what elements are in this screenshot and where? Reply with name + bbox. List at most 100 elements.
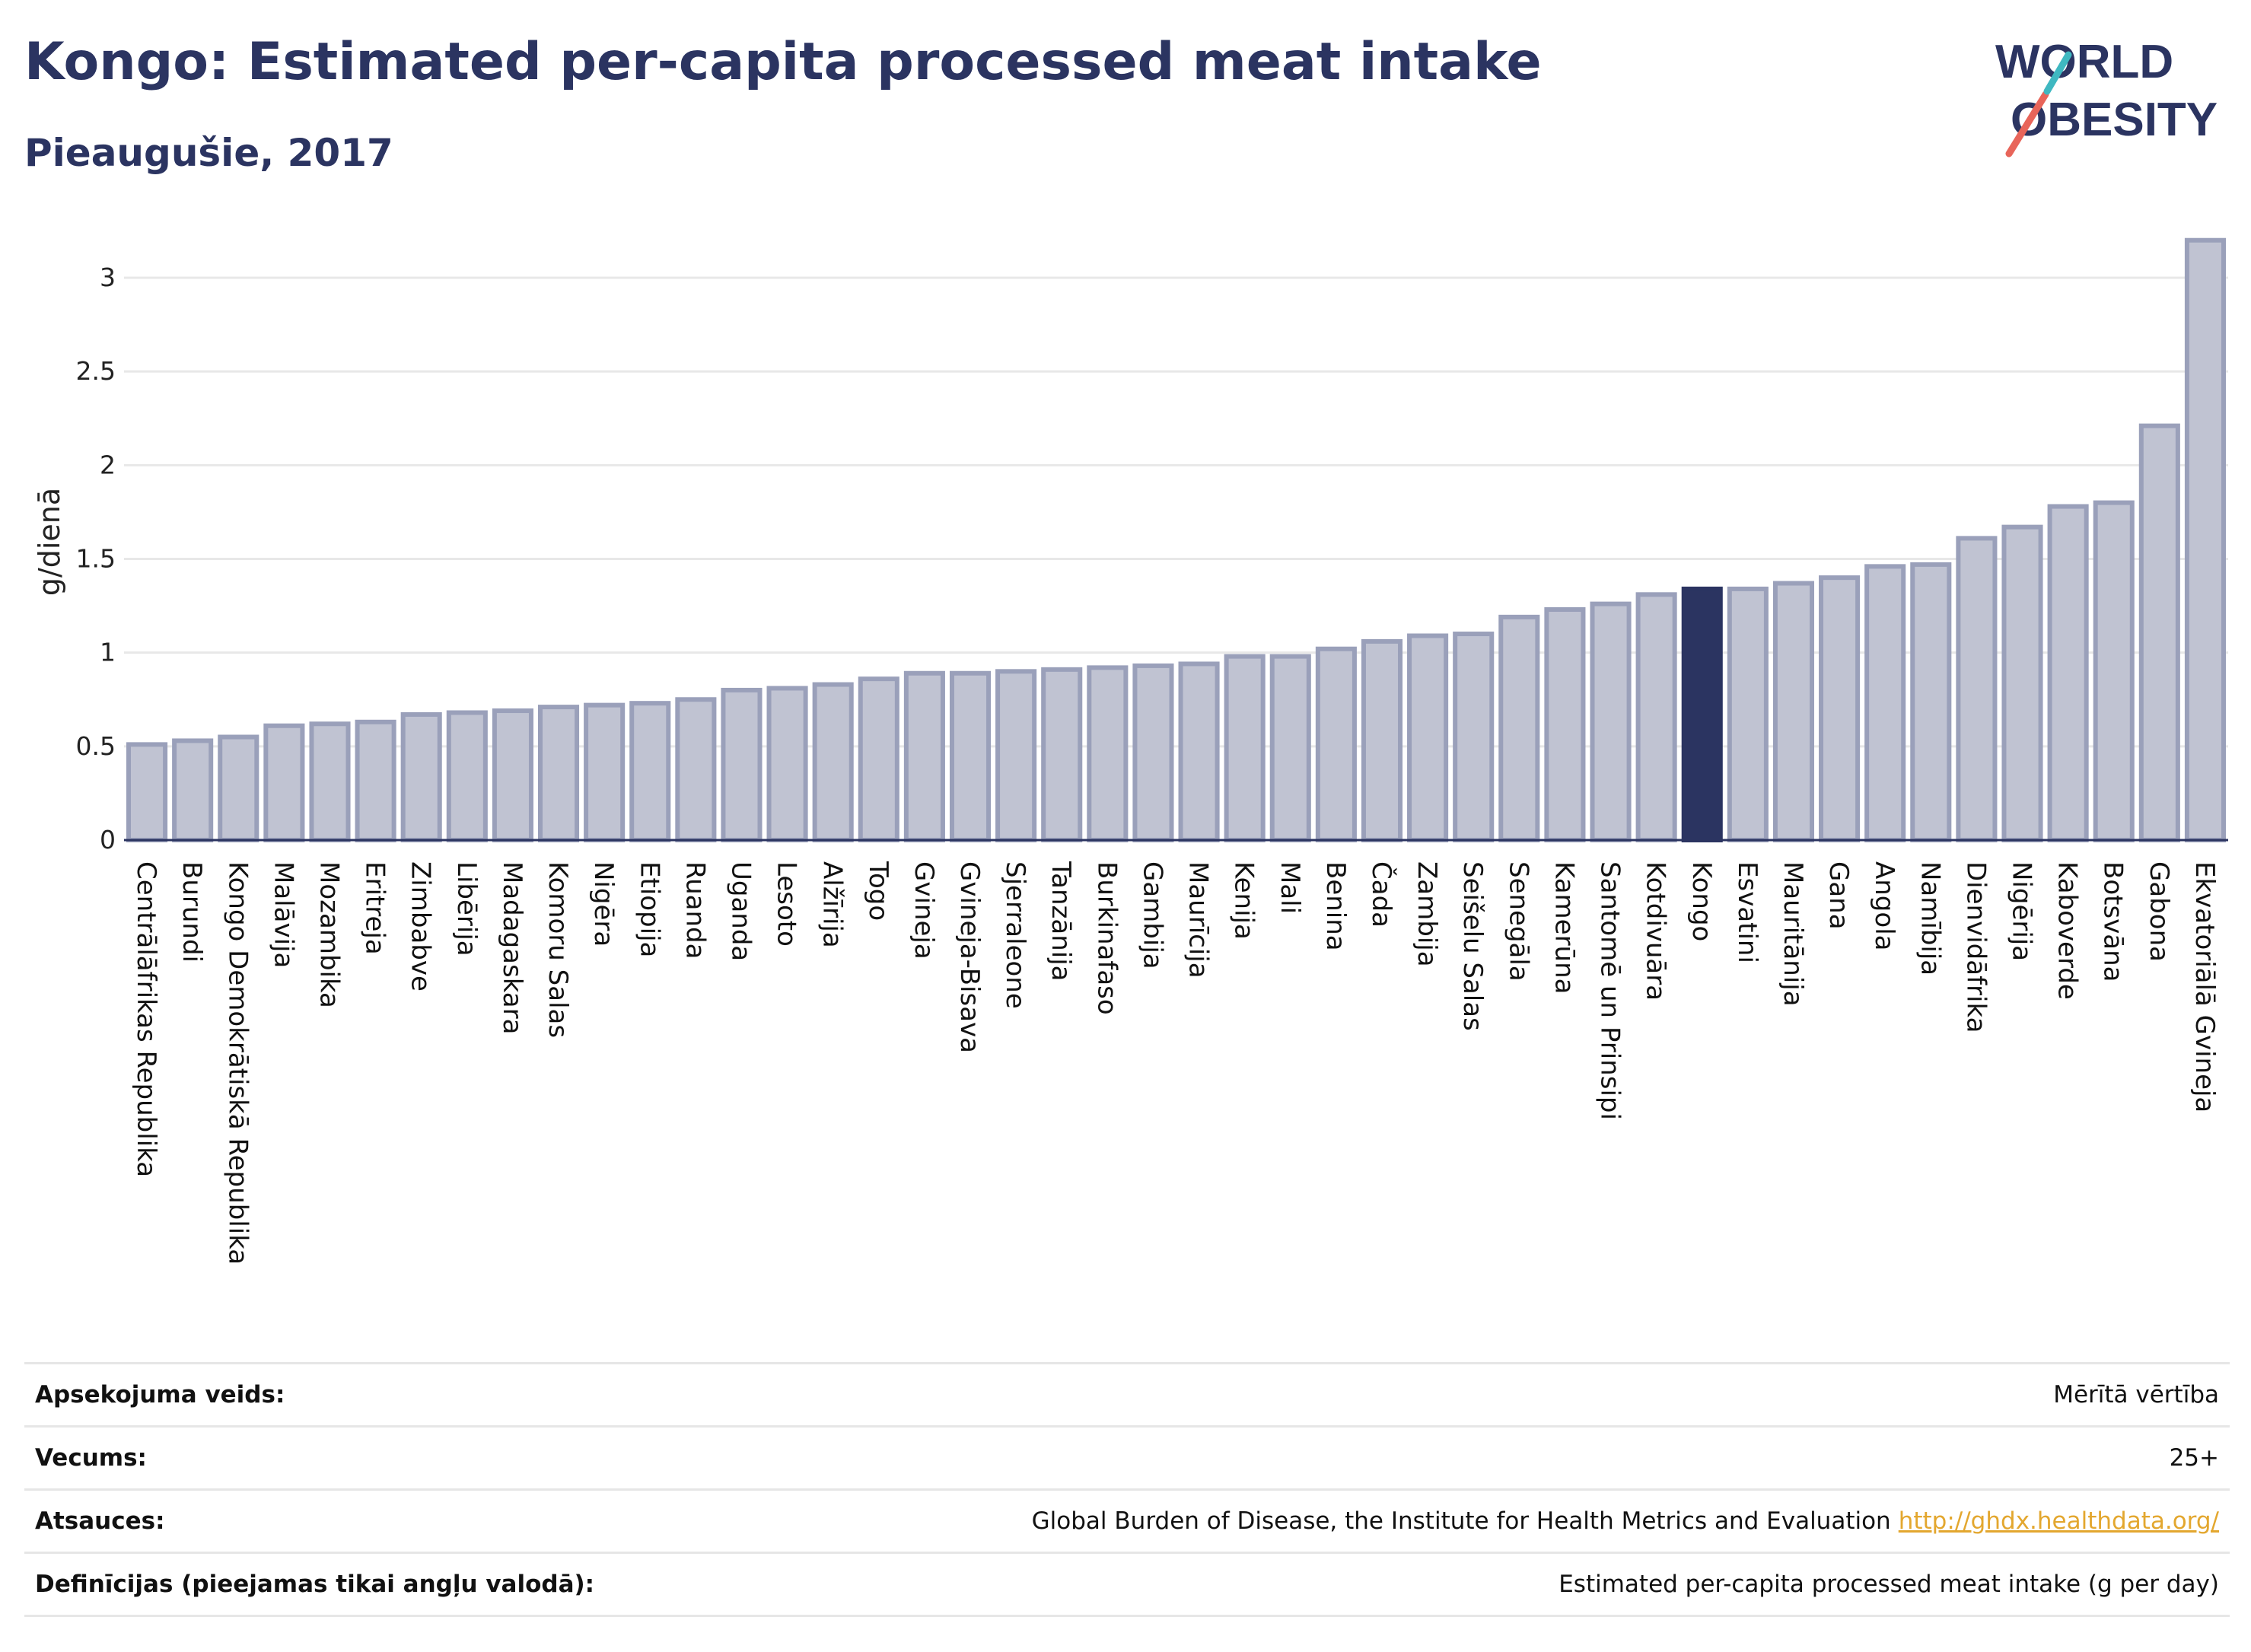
x-tick-label: Gana [1823,861,1854,930]
bar [858,676,899,842]
x-tick-label: Komoru Salas [543,861,573,1038]
y-tick-label: 2 [100,450,116,479]
x-tick-label: Namībija [1915,861,1945,976]
meta-label: Vecums: [35,1444,147,1472]
y-tick-label: 0.5 [76,731,116,761]
world-obesity-logo: WORLD OBESITY [1995,36,2218,158]
bar [492,708,533,843]
bar [629,701,671,843]
x-tick-label: Eritreja [360,861,390,955]
bar [995,669,1037,842]
x-tick-label: Zimbabve [406,861,436,992]
bar [1361,638,1403,842]
bar [172,738,214,843]
x-tick-label: Alžīrija [817,861,848,948]
bar [2047,504,2089,842]
y-axis-title: g/dienā [33,488,66,596]
x-tick-label: Angola [1869,861,1899,950]
meta-value: 25+ [2169,1444,2219,1472]
bar [903,670,945,842]
x-tick-label: Gvineja-Bisava [954,861,985,1053]
bar [1224,654,1266,842]
metadata-table: Apsekojuma veids: Mērītā vērtība Vecums:… [24,1362,2230,1617]
bar [949,670,992,842]
x-tick-label: Kenija [1229,861,1259,940]
bar [1407,633,1449,842]
bar [218,734,259,842]
bar [1178,661,1220,842]
x-tick-label: Mauritānija [1778,861,1808,1007]
bar [1910,562,1952,842]
x-tick-label: Sjerraleone [1000,861,1030,1009]
x-tick-label: Togo [863,861,893,921]
x-tick-label: Kongo [1686,861,1717,941]
x-tick-label: Maurīcija [1183,861,1214,979]
x-tick-label: Nigērija [2007,861,2037,961]
x-tick-label: Centrālāfrikas Republika [131,861,161,1177]
x-tick-label: Seišelu Salas [1457,861,1488,1031]
bar [1727,586,1769,842]
meta-label: Definīcijas (pieejamas tikai angļu valod… [35,1571,595,1598]
x-tick-label: Ekvatoriālā Gvineja [2189,861,2220,1112]
meta-row-survey-type: Apsekojuma veids: Mērītā vērtība [24,1364,2230,1428]
bar [1635,592,1677,842]
x-tick-label: Gvineja [909,861,939,960]
bar [2138,423,2180,842]
x-tick-label: Mozambika [314,861,344,1008]
x-tick-label: Zambija [1412,861,1442,967]
x-tick-label: Esvatini [1732,861,1762,963]
x-tick-label: Burundi [177,861,207,963]
x-tick-label: Gambija [1137,861,1167,969]
bar [812,682,854,842]
bar [2093,500,2135,842]
bar [1544,607,1586,842]
meta-value: Estimated per-capita processed meat inta… [1559,1571,2219,1598]
meta-label: Atsauces: [35,1507,165,1535]
x-tick-label: Botsvāna [2098,861,2128,982]
y-tick-label: 1 [100,638,116,667]
bar [1772,581,1815,842]
x-tick-label: Gabona [2144,861,2174,962]
y-tick-label: 3 [100,263,116,292]
x-tick-label: Senegāla [1503,861,1533,982]
x-tick-label: Uganda [725,861,756,961]
bar [1453,632,1495,842]
page-subtitle: Pieaugušie, 2017 [24,131,393,175]
x-tick-label: Kotdivuāra [1641,861,1671,1001]
bar [400,711,442,842]
bar [263,723,305,843]
bar [1956,536,1998,842]
x-tick-label: Ruanda [680,861,710,959]
x-tick-label: Kongo Demokrātiskā Republika [222,861,253,1265]
x-tick-label: Tanzānija [1046,861,1076,981]
bar [126,742,168,842]
svg-text:WORLD: WORLD [1995,36,2173,88]
bar [1269,654,1311,842]
bar [1590,601,1632,842]
bar [1087,665,1129,843]
meta-row-definitions: Definīcijas (pieejamas tikai angļu valod… [24,1554,2230,1617]
bar [721,687,763,843]
bar [537,705,580,842]
bar [1681,586,1723,842]
y-tick-label: 1.5 [76,544,116,574]
meta-value-wrap: Global Burden of Disease, the Institute … [1032,1507,2219,1535]
bar [2184,237,2226,842]
bar [355,719,396,842]
bar [309,721,351,842]
bar [1132,663,1174,842]
meta-label: Apsekojuma veids: [35,1381,285,1408]
bar [1041,667,1083,842]
bar [1819,575,1861,843]
bar-chart: 0 0.5 1 1.5 2 2.5 3 g/dienā Centrālāfrikas Repub… [33,237,2228,1265]
x-tick-label: Lesoto [772,861,802,947]
source-link[interactable]: http://ghdx.healthdata.org/ [1898,1507,2219,1535]
x-tick-label: Mali [1275,861,1305,914]
bar [2001,524,2043,843]
x-tick-label: Malāvija [268,861,298,968]
y-tick-label: 2.5 [76,356,116,386]
x-tick-label: Santomē un Prinsipi [1595,861,1625,1120]
bar [584,702,626,843]
meta-row-age: Vecums: 25+ [24,1428,2230,1491]
meta-value: Global Burden of Disease, the Institute … [1031,1507,1891,1535]
